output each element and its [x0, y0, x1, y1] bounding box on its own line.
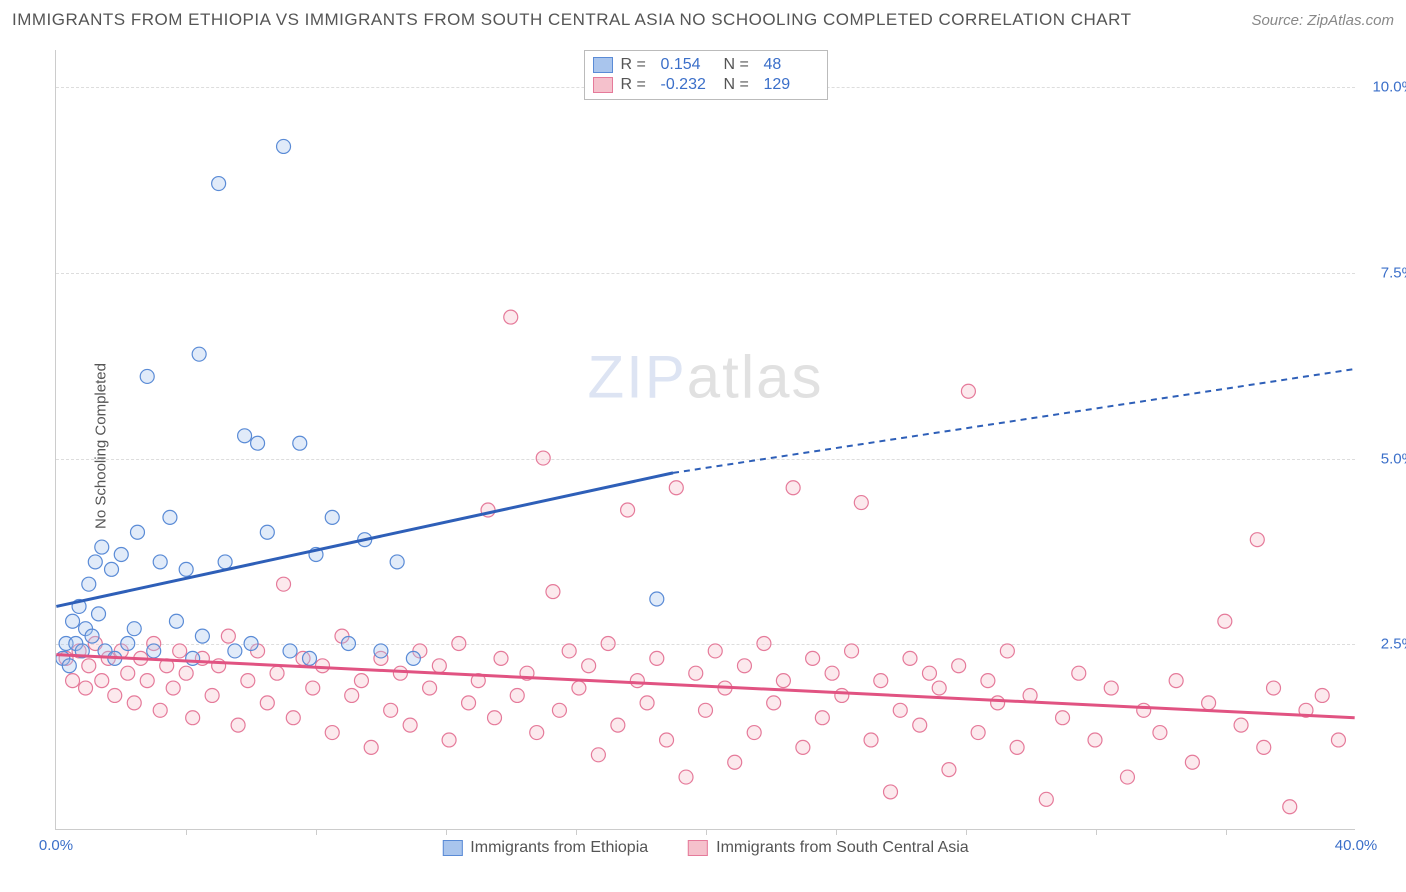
swatch-scasia-icon — [688, 840, 708, 856]
r-label: R = — [621, 76, 653, 94]
ytick-label: 5.0% — [1360, 450, 1406, 467]
legend-item-scasia: Immigrants from South Central Asia — [688, 839, 969, 857]
bottom-legend: Immigrants from Ethiopia Immigrants from… — [442, 839, 968, 857]
r-value-ethiopia: 0.154 — [661, 56, 716, 74]
xtick-label: 40.0% — [1335, 837, 1378, 854]
legend-label-ethiopia: Immigrants from Ethiopia — [470, 839, 648, 857]
xtick-minor — [706, 829, 707, 835]
ytick-label: 2.5% — [1360, 636, 1406, 653]
swatch-ethiopia — [593, 57, 613, 73]
legend-item-ethiopia: Immigrants from Ethiopia — [442, 839, 648, 857]
ytick-label: 10.0% — [1360, 79, 1406, 96]
n-label: N = — [724, 56, 756, 74]
xtick-minor — [966, 829, 967, 835]
swatch-ethiopia-icon — [442, 840, 462, 856]
xtick-minor — [446, 829, 447, 835]
xtick-minor — [836, 829, 837, 835]
swatch-scasia — [593, 77, 613, 93]
xtick-minor — [1226, 829, 1227, 835]
legend-label-scasia: Immigrants from South Central Asia — [716, 839, 969, 857]
n-label: N = — [724, 76, 756, 94]
xtick-minor — [186, 829, 187, 835]
chart-title: IMMIGRANTS FROM ETHIOPIA VS IMMIGRANTS F… — [12, 10, 1131, 30]
legend-row-ethiopia: R = 0.154 N = 48 — [593, 55, 819, 75]
xtick-label: 0.0% — [39, 837, 73, 854]
r-value-scasia: -0.232 — [661, 76, 716, 94]
ytick-label: 7.5% — [1360, 264, 1406, 281]
xtick-minor — [576, 829, 577, 835]
xtick-minor — [1096, 829, 1097, 835]
source-label: Source: ZipAtlas.com — [1251, 12, 1394, 29]
legend-row-scasia: R = -0.232 N = 129 — [593, 75, 819, 95]
n-value-ethiopia: 48 — [764, 56, 819, 74]
xtick-minor — [316, 829, 317, 835]
n-value-scasia: 129 — [764, 76, 819, 94]
plot-area: ZIPatlas R = 0.154 N = 48 R = -0.232 N =… — [55, 50, 1355, 830]
correlation-legend: R = 0.154 N = 48 R = -0.232 N = 129 — [584, 50, 828, 100]
r-label: R = — [621, 56, 653, 74]
chart-svg — [56, 50, 1355, 829]
